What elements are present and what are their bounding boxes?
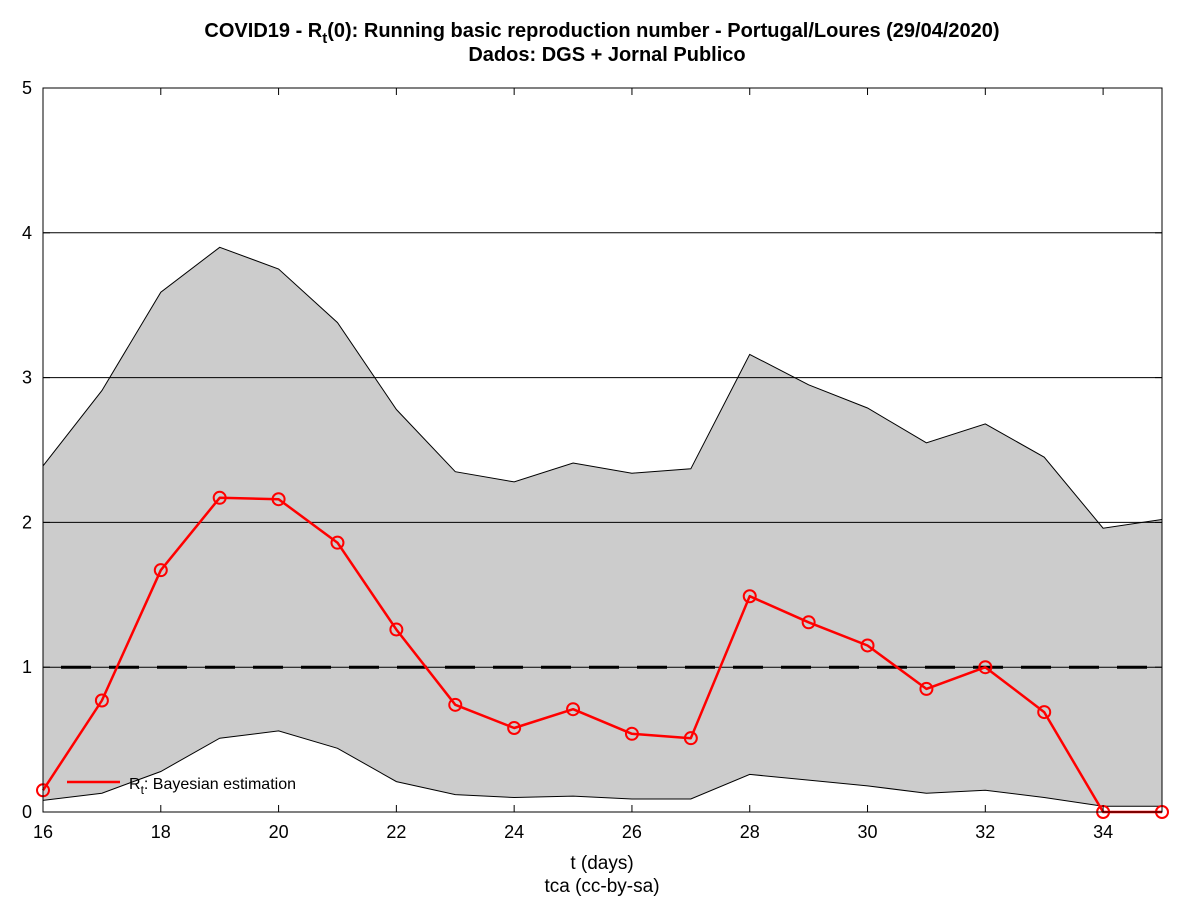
x-tick-label: 28	[740, 822, 760, 842]
x-tick-label: 24	[504, 822, 524, 842]
x-tick-label: 26	[622, 822, 642, 842]
x-tick-label: 32	[975, 822, 995, 842]
data-point	[1037, 705, 1052, 720]
data-point	[153, 563, 168, 578]
plot-frame	[42, 87, 1163, 813]
x-axis-label: t (days)	[570, 853, 633, 874]
data-point	[389, 622, 404, 637]
data-point	[624, 726, 639, 741]
y-tick-label: 0	[22, 802, 32, 822]
data-point	[94, 693, 109, 708]
data-point	[742, 589, 757, 604]
data-point	[507, 721, 522, 736]
chart-subtitle: Dados: DGS + Jornal Publico	[468, 44, 745, 66]
legend: Rt: Bayesian estimation	[67, 776, 296, 797]
legend-label: Rt: Bayesian estimation	[129, 776, 296, 797]
credit-text: tca (cc-by-sa)	[544, 876, 659, 897]
data-point	[566, 702, 581, 717]
x-tick-label: 20	[269, 822, 289, 842]
data-point	[683, 731, 698, 746]
x-tick-label: 16	[33, 822, 53, 842]
data-point	[801, 615, 816, 630]
series-line-0	[41, 496, 1162, 814]
chart-title: COVID19 - Rt(0): Running basic reproduct…	[204, 20, 999, 47]
x-tick-label: 18	[151, 822, 171, 842]
data-point	[860, 638, 875, 653]
x-tick-label: 30	[858, 822, 878, 842]
y-tick-label: 5	[22, 78, 32, 98]
y-tick-label: 2	[22, 512, 32, 532]
y-tick-label: 4	[22, 223, 32, 243]
x-tick-label: 34	[1093, 822, 1113, 842]
series-layer	[36, 490, 1169, 819]
data-point	[271, 492, 286, 507]
y-tick-label: 3	[22, 368, 32, 388]
x-tick-label: 22	[386, 822, 406, 842]
data-point	[212, 490, 227, 505]
data-point	[448, 697, 463, 712]
data-point	[330, 535, 345, 550]
band-upper-bound	[42, 246, 1163, 529]
band-lower-bound	[42, 730, 1162, 807]
data-point	[978, 660, 993, 675]
data-point	[919, 681, 934, 696]
y-tick-label: 1	[22, 657, 32, 677]
